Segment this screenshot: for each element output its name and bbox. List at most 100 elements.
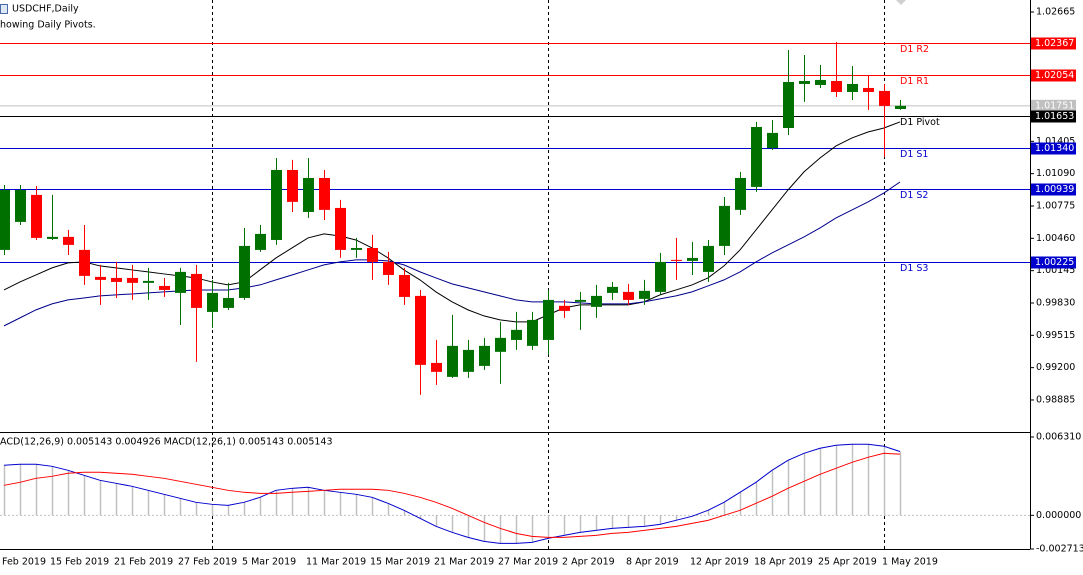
- last-price-label: 1.01751: [1035, 100, 1074, 111]
- candle-body: [783, 82, 794, 128]
- pivot-name: D1 R2: [900, 44, 929, 55]
- candle-body: [751, 126, 762, 187]
- y-tick-label: 1.00775: [1036, 200, 1075, 211]
- candle-body: [351, 247, 362, 250]
- candle-body: [559, 305, 570, 311]
- candle-body: [415, 295, 426, 365]
- pivot-name: D1 R1: [900, 76, 929, 87]
- x-tick-label: 2 Apr 2019: [562, 557, 615, 568]
- candle-body: [575, 299, 586, 302]
- candle-body: [383, 261, 394, 275]
- indicator-line: [3, 452, 901, 538]
- candle-body: [655, 261, 666, 292]
- candle-body: [527, 319, 538, 346]
- candle-body: [879, 90, 890, 106]
- pivot-box: [1031, 256, 1076, 269]
- pivot-name: D1 S3: [900, 263, 928, 274]
- candle-body: [591, 295, 602, 307]
- shift-marker: [896, 0, 906, 5]
- candle-body: [143, 280, 154, 283]
- pivot-price-label: 1.01340: [1035, 143, 1074, 154]
- x-tick-label: 8 Apr 2019: [626, 557, 679, 568]
- candle-body: [239, 245, 250, 298]
- candle-body: [287, 169, 298, 202]
- pivot-box: [1031, 69, 1076, 82]
- candle-body: [511, 329, 522, 340]
- candle-body: [447, 345, 458, 377]
- candle-body: [623, 291, 634, 300]
- candle-body: [79, 249, 90, 276]
- candle-body: [95, 276, 106, 280]
- x-tick-label: 15 Mar 2019: [370, 557, 430, 568]
- y-tick-label: -0.002713: [1036, 544, 1083, 555]
- x-tick-label: 21 Feb 2019: [114, 557, 173, 568]
- x-tick-label: 27 Mar 2019: [498, 557, 558, 568]
- pivot-price-label: 1.00225: [1035, 257, 1074, 268]
- x-tick-label: 5 Mar 2019: [242, 557, 296, 568]
- y-tick-label: 0.006310: [1036, 432, 1081, 443]
- candle-body: [63, 236, 74, 245]
- candle-body: [719, 205, 730, 246]
- candle-body: [303, 177, 314, 212]
- y-tick-label: 1.02665: [1036, 7, 1075, 18]
- x-tick-label: 1 May 2019: [882, 557, 938, 568]
- chart-icon: [0, 4, 8, 14]
- chart-title: USDCHF,Daily: [12, 4, 79, 15]
- pivot-price-label: 1.00939: [1035, 184, 1074, 195]
- pivot-box: [1031, 110, 1076, 123]
- candle-body: [0, 189, 10, 250]
- pivot-box: [1031, 142, 1076, 155]
- candle-body: [639, 290, 650, 299]
- candle-body: [31, 194, 42, 238]
- candle-body: [335, 207, 346, 250]
- moving-average: [3, 181, 901, 327]
- pivot-price-label: 1.02367: [1035, 38, 1074, 49]
- x-tick-label: Feb 2019: [2, 557, 46, 568]
- candle-body: [319, 177, 330, 210]
- y-tick-label: 1.00145: [1036, 265, 1075, 276]
- candle-body: [159, 285, 170, 290]
- candle-body: [847, 83, 858, 92]
- y-tick-label: 1.01405: [1036, 136, 1075, 147]
- candle-body: [479, 345, 490, 366]
- pivot-name: D1 S1: [900, 149, 928, 160]
- candle-body: [111, 277, 122, 282]
- candle-body: [815, 79, 826, 85]
- x-tick-label: 21 Mar 2019: [434, 557, 494, 568]
- y-tick-label: 1.00460: [1036, 233, 1075, 244]
- candle-body: [127, 277, 138, 283]
- candle-body: [687, 257, 698, 261]
- candle-body: [703, 245, 714, 272]
- pivot-name: D1 S2: [900, 190, 928, 201]
- y-tick-label: 0.99515: [1036, 330, 1075, 341]
- y-tick-label: 0.99830: [1036, 297, 1075, 308]
- candle-body: [767, 132, 778, 149]
- candle-body: [735, 177, 746, 210]
- candle-body: [495, 337, 506, 352]
- pivot-name: D1 Pivot: [900, 117, 940, 128]
- candle-body: [255, 233, 266, 250]
- candle-body: [223, 297, 234, 308]
- y-tick-label: 0.000000: [1036, 510, 1081, 521]
- candle-body: [831, 80, 842, 92]
- candle-body: [863, 87, 874, 92]
- y-tick-label: 0.99200: [1036, 362, 1075, 373]
- candle-body: [191, 273, 202, 308]
- x-tick-label: 11 Mar 2019: [306, 557, 366, 568]
- candle-body: [175, 271, 186, 293]
- candle-body: [367, 247, 378, 262]
- x-tick-label: 25 Apr 2019: [818, 557, 877, 568]
- x-tick-label: 18 Apr 2019: [754, 557, 813, 568]
- candle-body: [399, 274, 410, 297]
- candle-body: [431, 362, 442, 372]
- candle-body: [47, 236, 58, 239]
- candle-body: [607, 286, 618, 293]
- x-tick-label: 15 Feb 2019: [50, 557, 109, 568]
- candle-body: [15, 189, 26, 222]
- indicator-line: [3, 443, 901, 544]
- candle-body: [271, 169, 282, 240]
- y-tick-label: 0.98885: [1036, 394, 1075, 405]
- candle-body: [895, 105, 906, 110]
- pivot-price-label: 1.01653: [1035, 111, 1074, 122]
